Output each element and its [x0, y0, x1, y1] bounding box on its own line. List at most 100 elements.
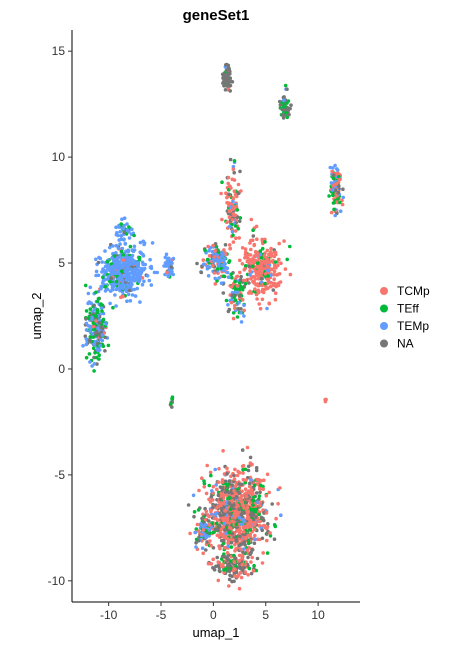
data-point — [96, 347, 100, 352]
data-point — [119, 269, 124, 274]
data-point — [273, 297, 278, 302]
data-point — [226, 275, 231, 280]
data-point — [225, 466, 229, 471]
data-point — [224, 298, 229, 303]
data-point — [333, 213, 338, 218]
data-point — [221, 541, 226, 546]
data-point — [225, 220, 229, 224]
data-point — [247, 566, 252, 571]
data-point — [328, 165, 333, 170]
data-point — [286, 108, 291, 113]
data-point — [269, 273, 273, 278]
data-point — [92, 362, 97, 366]
data-point — [227, 243, 232, 247]
data-point — [216, 480, 221, 485]
data-point — [127, 288, 132, 293]
data-point — [243, 543, 247, 547]
data-point — [136, 261, 141, 265]
data-point — [100, 260, 104, 264]
data-point — [95, 341, 99, 346]
data-point — [119, 249, 124, 254]
data-point — [171, 272, 175, 277]
data-point — [233, 509, 237, 513]
data-point — [249, 514, 254, 518]
data-point — [135, 286, 139, 291]
data-point — [331, 184, 335, 188]
data-point — [120, 227, 125, 231]
data-point — [219, 191, 223, 196]
data-point — [215, 555, 219, 560]
data-point — [211, 557, 215, 562]
data-point — [111, 287, 115, 292]
data-point — [207, 528, 211, 532]
data-point — [126, 283, 130, 288]
data-point — [130, 258, 135, 262]
data-point — [240, 553, 245, 558]
data-point — [88, 307, 93, 311]
data-point — [241, 477, 246, 482]
data-point — [258, 519, 262, 524]
data-point — [233, 484, 238, 489]
data-point — [282, 239, 286, 243]
data-point — [243, 570, 248, 574]
data-point — [251, 234, 256, 238]
data-point — [141, 254, 146, 258]
data-point — [265, 551, 270, 555]
data-point — [228, 496, 232, 501]
data-point — [255, 477, 259, 482]
data-point — [243, 278, 248, 283]
data-point — [228, 205, 233, 209]
data-point — [239, 189, 243, 193]
data-point — [97, 357, 101, 361]
data-point — [114, 264, 119, 268]
data-point — [223, 508, 227, 513]
data-point — [225, 270, 230, 275]
data-point — [93, 351, 97, 355]
data-point — [233, 192, 238, 197]
data-point — [89, 301, 93, 306]
data-point — [324, 397, 328, 402]
data-point — [218, 497, 223, 502]
data-point — [238, 270, 242, 275]
data-point — [134, 276, 139, 280]
data-point — [255, 500, 260, 505]
data-point — [209, 473, 213, 478]
data-point — [235, 215, 240, 219]
data-point — [257, 494, 262, 498]
data-point — [252, 254, 256, 259]
data-point — [92, 308, 96, 312]
x-tick-label: -10 — [100, 608, 118, 622]
data-point — [221, 76, 225, 80]
data-point — [108, 301, 112, 306]
data-point — [239, 522, 244, 526]
data-point — [329, 210, 334, 215]
data-point — [272, 269, 277, 274]
data-point — [225, 79, 230, 83]
data-point — [227, 224, 232, 229]
data-point — [244, 494, 249, 499]
data-point — [266, 268, 270, 273]
data-point — [226, 540, 230, 545]
data-point — [108, 268, 113, 273]
data-point — [169, 401, 173, 406]
data-point — [248, 269, 252, 273]
data-point — [145, 274, 150, 278]
data-point — [117, 276, 121, 281]
data-point — [244, 478, 248, 482]
y-axis-ticks: -10 -5 0 5 10 15 — [48, 44, 72, 588]
data-point — [152, 270, 157, 275]
data-point — [288, 244, 292, 249]
data-point — [254, 468, 259, 473]
data-point — [235, 503, 240, 507]
data-point — [200, 516, 204, 521]
data-point — [216, 493, 221, 498]
x-tick-label: 0 — [210, 608, 217, 622]
data-point — [283, 267, 288, 271]
data-point — [211, 505, 215, 510]
data-point — [218, 513, 223, 518]
data-point — [211, 530, 215, 535]
data-point — [99, 306, 104, 310]
data-point — [236, 226, 240, 231]
data-point — [234, 539, 239, 543]
data-point — [340, 202, 345, 207]
